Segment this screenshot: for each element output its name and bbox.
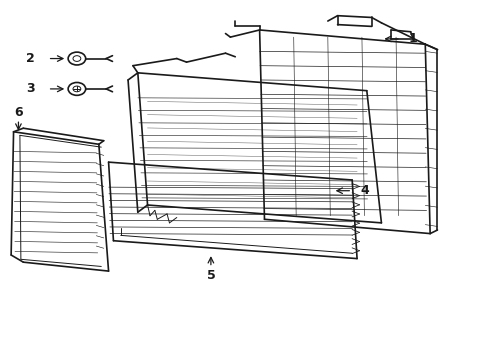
Text: 4: 4 <box>360 184 369 197</box>
Text: 6: 6 <box>14 105 23 119</box>
Text: 5: 5 <box>206 269 215 282</box>
Text: 1: 1 <box>409 32 417 45</box>
Text: 3: 3 <box>26 82 35 95</box>
Text: 2: 2 <box>26 52 35 65</box>
